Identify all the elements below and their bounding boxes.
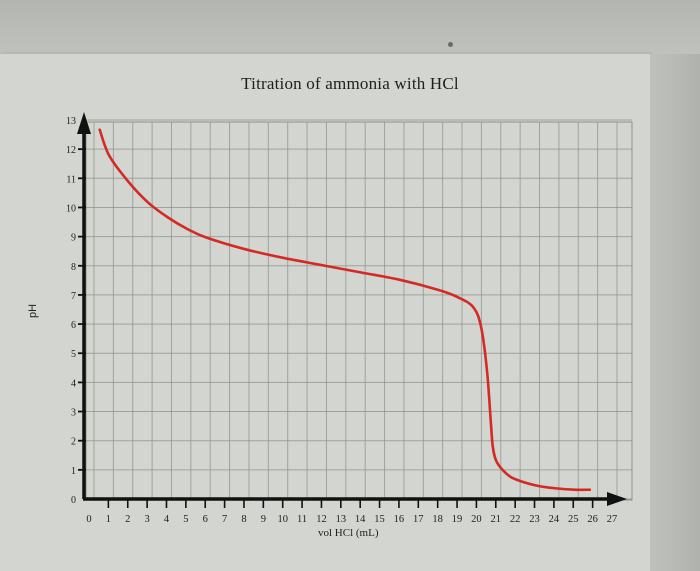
svg-text:3: 3 (71, 408, 76, 419)
svg-text:7: 7 (222, 514, 227, 525)
svg-text:11: 11 (66, 174, 76, 185)
svg-text:11: 11 (297, 514, 307, 525)
svg-text:10: 10 (277, 514, 288, 525)
background-surface (0, 0, 700, 55)
y-axis-label: pH (27, 303, 40, 319)
paper-edge (650, 54, 700, 571)
svg-text:4: 4 (71, 378, 76, 389)
svg-text:14: 14 (355, 514, 366, 525)
chart-grid (85, 119, 633, 501)
svg-text:1: 1 (106, 514, 111, 525)
svg-text:25: 25 (568, 514, 579, 525)
svg-text:19: 19 (452, 514, 463, 525)
x-axis-label: vol HCl (mL) (318, 527, 379, 539)
svg-text:12: 12 (66, 145, 76, 156)
svg-text:6: 6 (203, 514, 208, 525)
svg-text:22: 22 (510, 514, 521, 525)
svg-text:15: 15 (374, 514, 385, 525)
svg-text:9: 9 (261, 514, 266, 525)
svg-text:27: 27 (607, 514, 618, 525)
svg-text:7: 7 (71, 291, 76, 302)
svg-text:16: 16 (394, 514, 405, 525)
svg-text:13: 13 (336, 514, 347, 525)
svg-text:8: 8 (241, 514, 246, 525)
svg-text:24: 24 (549, 514, 560, 525)
titration-curve (98, 128, 592, 492)
svg-text:5: 5 (71, 349, 76, 360)
svg-text:9: 9 (71, 233, 76, 244)
svg-text:10: 10 (66, 203, 76, 214)
svg-text:13: 13 (66, 116, 76, 127)
svg-text:12: 12 (316, 514, 327, 525)
svg-text:4: 4 (164, 514, 170, 525)
svg-text:23: 23 (529, 514, 540, 525)
chart-paper (0, 54, 650, 571)
chart-title: Titration of ammonia with HCl (241, 74, 459, 93)
svg-text:1: 1 (71, 466, 76, 477)
svg-text:2: 2 (125, 514, 130, 525)
chart-axes (77, 112, 627, 506)
svg-text:0: 0 (86, 514, 91, 525)
svg-text:5: 5 (183, 514, 188, 525)
svg-text:21: 21 (491, 514, 502, 525)
background-speck (448, 42, 453, 47)
svg-text:2: 2 (71, 437, 76, 448)
svg-text:6: 6 (71, 320, 76, 331)
svg-text:18: 18 (432, 514, 443, 525)
svg-text:20: 20 (471, 514, 482, 525)
svg-text:0: 0 (71, 495, 76, 506)
svg-text:8: 8 (71, 262, 76, 273)
svg-text:26: 26 (587, 514, 598, 525)
svg-text:3: 3 (144, 514, 149, 525)
svg-text:17: 17 (413, 514, 424, 525)
